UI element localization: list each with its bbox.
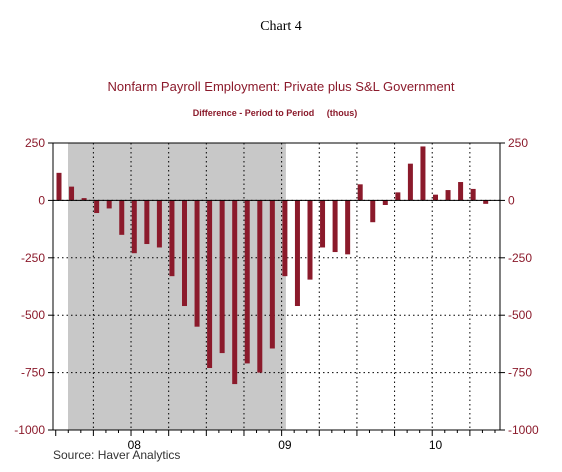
y-axis-left: 250 0 -250 -500 -750 -1000 [14, 136, 53, 437]
bar [94, 200, 100, 214]
y-tick-label-left: 250 [25, 136, 45, 150]
bar [144, 200, 150, 245]
bar [232, 200, 238, 385]
bar [357, 184, 363, 201]
bar [458, 182, 464, 201]
chart-subtitle: Difference - Period to Period (thous) [192, 108, 358, 118]
bar [219, 200, 225, 354]
bar [407, 163, 413, 201]
bar [320, 200, 326, 248]
bar [470, 188, 476, 201]
bar [119, 200, 125, 235]
y-tick-label-left: -250 [21, 251, 45, 265]
y-tick-label-right: -250 [508, 251, 532, 265]
bar [194, 200, 200, 327]
bar [169, 200, 175, 277]
bar [56, 172, 62, 201]
y-tick-label-left: -750 [21, 366, 45, 380]
bar [370, 200, 376, 223]
y-tick-label-right: 0 [508, 193, 515, 207]
bar [282, 200, 288, 277]
bars [56, 146, 489, 385]
bar [156, 200, 162, 248]
bar [445, 190, 451, 201]
y-tick-label-right: -750 [508, 366, 532, 380]
y-axis-right: 250 0 -250 -500 -750 -1000 [500, 136, 539, 437]
chart-number: Chart 4 [260, 19, 302, 34]
bar [106, 200, 112, 209]
source-note: Source: Haver Analytics [53, 448, 181, 462]
bar [332, 200, 338, 253]
x-tick-label-year: 09 [278, 438, 292, 452]
bar [433, 194, 438, 201]
bar [395, 192, 401, 201]
y-tick-label-left: -500 [21, 308, 45, 322]
bar [483, 200, 489, 204]
y-tick-label-right: -1000 [508, 423, 539, 437]
x-axis: 08 09 10 [55, 430, 496, 452]
bar [69, 186, 75, 201]
grid-lines [53, 143, 500, 430]
bar [257, 200, 263, 373]
y-tick-label-right: 250 [508, 136, 528, 150]
x-tick-label-year: 10 [429, 438, 443, 452]
y-tick-label-left: 0 [38, 193, 45, 207]
bar [382, 200, 388, 205]
bar [269, 200, 275, 349]
bar [345, 200, 351, 255]
bar [131, 200, 137, 254]
chart-title: Nonfarm Payroll Employment: Private plus… [107, 79, 455, 94]
y-tick-label-right: -500 [508, 308, 532, 322]
plot-frame [52, 142, 501, 431]
x-tick-label-year: 08 [128, 438, 142, 452]
bar [244, 200, 250, 364]
bar [307, 200, 313, 280]
recession-shading [68, 143, 286, 430]
bar [81, 198, 87, 201]
bar [420, 146, 426, 201]
y-tick-label-left: -1000 [14, 423, 45, 437]
bar [294, 200, 300, 307]
bar [182, 200, 187, 307]
bar [207, 200, 213, 369]
